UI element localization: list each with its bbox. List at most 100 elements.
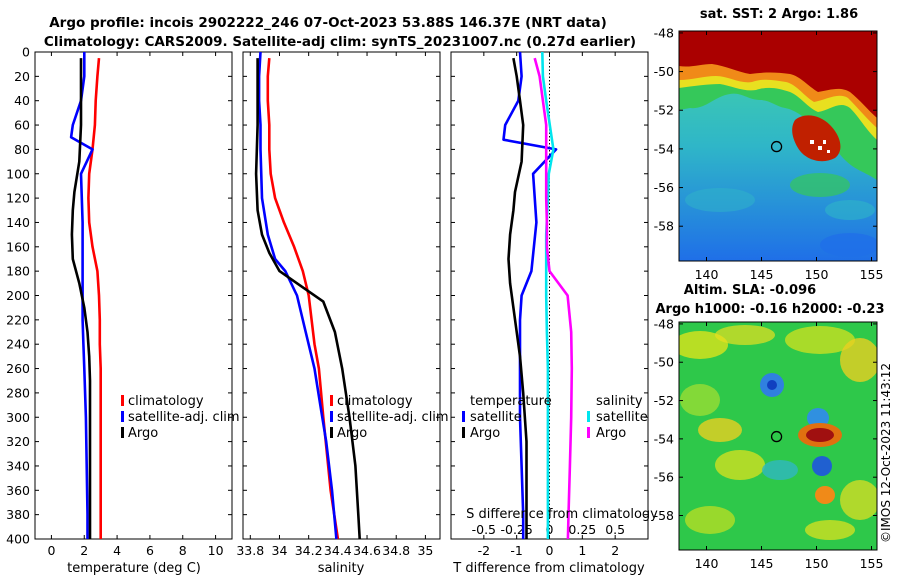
legend-label-sal-argo: Argo [596,426,626,441]
map-x-tick-label: 140 [695,267,719,282]
legend-label-sal-satellite: satellite [596,410,648,425]
map-y-tick-label: -56 [654,470,674,485]
series-salinity-argo [533,57,574,540]
x-tick-label: 34 [272,543,288,558]
depth-tick-label: 300 [6,410,30,425]
x-tick-label: 4 [113,543,121,558]
legend-swatch-temp-satellite [462,411,465,422]
legend-swatch-satellite [121,411,124,422]
depth-tick-label: 20 [14,69,30,84]
depth-tick-label: 80 [14,142,30,157]
header-line1: Argo profile: incois 2902222_246 07-Oct-… [49,15,607,31]
sst-map-axes: 140 145 150 155 -48 -50 -52 -54 -56 -58 [654,25,884,282]
depth-tick-label: 340 [6,458,30,473]
difference-xlabel: T difference from climatology [452,561,645,576]
depth-tick-label: 400 [6,532,30,547]
s-diff-tick-label: 0.5 [605,522,625,537]
map-y-tick-label: -52 [654,393,674,408]
sla-map-title: Altim. SLA: -0.096 [684,283,816,298]
series-temperature-argo [507,57,528,539]
map-x-tick-label: 155 [860,556,884,571]
sla-map-subtitle: Argo h1000: -0.16 h2000: -0.23 [655,302,884,317]
legend-swatch-temp-argo [462,427,465,438]
s-diff-tick-label: 0.25 [568,522,596,537]
map-y-tick-label: -48 [654,25,674,40]
temperature-legend: climatology satellite-adj. clim Argo [121,394,240,441]
sla-map-frame [678,321,878,551]
series-climatology [266,57,340,540]
depth-tick-label: 360 [6,483,30,498]
legend-label-temp-satellite: satellite [470,410,522,425]
legend-label-satellite: satellite-adj. clim [337,410,449,425]
series-climatology [87,57,102,539]
temperature-panel: 0 2 4 6 8 10 [35,51,232,558]
s-diff-tick-label: -0.25 [500,522,532,537]
x-tick-label: 34.8 [382,543,410,558]
depth-tick-label: 100 [6,166,30,181]
x-tick-label: 34.6 [353,543,381,558]
imos-watermark: ©IMOS 12-Oct-2023 11:43:12 [879,363,893,543]
map-y-tick-label: -50 [654,64,674,79]
temperature-xlabel: temperature (deg C) [67,561,201,576]
depth-tick-label: 120 [6,191,30,206]
map-y-tick-label: -54 [654,141,674,156]
map-x-tick-label: 150 [805,267,829,282]
map-y-tick-label: -56 [654,180,674,195]
depth-tick-label: 320 [6,434,30,449]
map-x-tick-label: 140 [695,556,719,571]
legend-swatch-sal-argo [587,427,590,438]
s-diff-tick-label: -0.5 [472,522,496,537]
legend-swatch-climatology [121,395,124,406]
map-x-tick-label: 145 [750,556,774,571]
depth-tick-label: 220 [6,312,30,327]
salinity-panel: 33.8 34 34.2 34.4 34.6 34.8 35 [236,51,440,558]
series-satellite-adj-clim [257,51,338,540]
map-y-tick-label: -48 [654,316,674,331]
legend-swatch-argo [330,427,333,438]
series-salinity-satellite [541,51,555,539]
x-tick-label: 35 [417,543,433,558]
map-y-tick-label: -50 [654,355,674,370]
temperature-panel-frame [34,51,233,540]
series-argo [70,58,92,539]
difference-top-xlabel: S difference from climatology [466,507,658,522]
legend-title-temperature: temperature [470,394,552,409]
legend-label-temp-argo: Argo [470,426,500,441]
legend-title-salinity: salinity [596,394,643,409]
x-tick-label: 34.2 [295,543,323,558]
x-tick-label: 10 [208,543,224,558]
legend-swatch-sal-satellite [587,411,590,422]
x-tick-label: 8 [179,543,187,558]
legend-label-argo: Argo [128,426,158,441]
series-argo [254,58,361,540]
depth-tick-label: 380 [6,507,30,522]
argo-float-marker [770,430,783,443]
x-tick-label: 2 [80,543,88,558]
salinity-legend: climatology satellite-adj. clim Argo [330,394,449,441]
map-x-tick-label: 150 [805,556,829,571]
legend-label-climatology: climatology [128,394,204,409]
x-tick-label: 6 [146,543,154,558]
series-temperature-satellite [502,51,558,539]
map-y-tick-label: -58 [654,508,674,523]
series-satellite-adj-clim [69,52,94,539]
legend-label-climatology: climatology [337,394,413,409]
sst-map-title: sat. SST: 2 Argo: 1.86 [700,7,858,22]
map-x-tick-label: 155 [860,267,884,282]
depth-tick-label: 280 [6,385,30,400]
depth-tick-label: 260 [6,361,30,376]
depth-tick-label: 60 [14,118,30,133]
depth-tick-label: 140 [6,215,30,230]
legend-swatch-climatology [330,395,333,406]
x-tick-label: 34.4 [324,543,352,558]
difference-legend: temperature satellite Argo salinity sate… [462,394,648,441]
sla-map-axes: 140 145 150 155 -48 -50 -52 -54 -56 -58 [654,316,884,571]
depth-tick-label: 40 [14,93,30,108]
x-tick-label: 0 [546,543,554,558]
argo-float-marker [770,140,783,153]
depth-axis: 0 20 40 60 80 100 120 140 160 180 200 220 240 260 280 3… [6,45,30,547]
x-tick-label: -2 [478,543,490,558]
depth-tick-label: 180 [6,264,30,279]
legend-label-satellite: satellite-adj. clim [128,410,240,425]
